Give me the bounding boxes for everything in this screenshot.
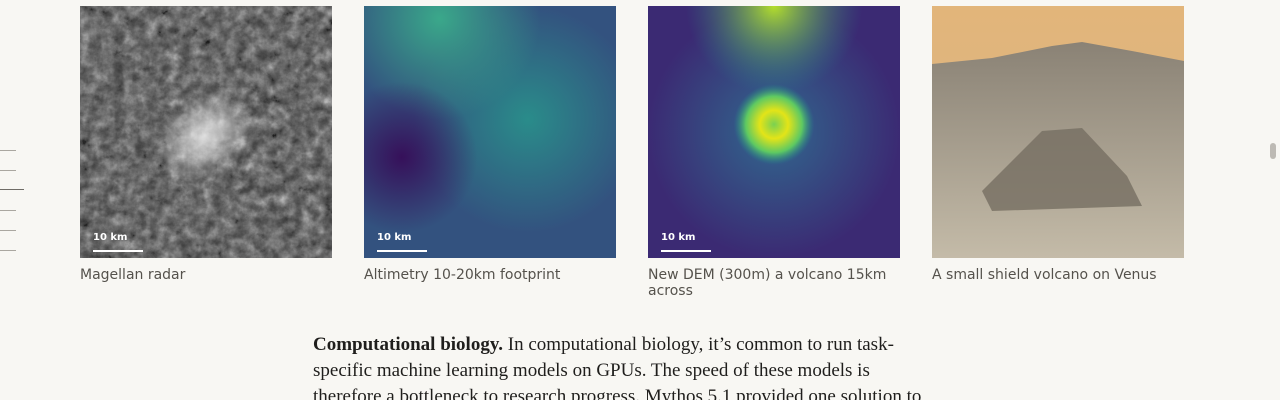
paragraph-text: In computational biology, it’s common to… [313,334,922,400]
nav-tick-active[interactable] [0,189,24,190]
caption: New DEM (300m) a volcano 15km across [648,267,887,299]
caption: Altimetry 10-20km footprint [364,267,561,283]
nav-tick[interactable] [0,150,16,151]
nav-tick[interactable] [0,210,16,211]
dem-image [648,6,900,258]
figure: 10 km New DEM (300m) a volcano 15km acro… [648,6,900,299]
paragraph-lead: Computational biology. [313,334,504,355]
nav-tick[interactable] [0,250,16,251]
caption: Magellan radar [80,267,186,283]
scale-label: 10 km [93,232,128,243]
scale-bar [93,250,143,252]
figure: 10 km Magellan radar [80,6,332,283]
scrollbar-thumb[interactable] [1270,143,1276,159]
scale-label: 10 km [377,232,412,243]
nav-tick[interactable] [0,230,16,231]
scale-bar [661,250,711,252]
figure: A small shield volcano on Venus [932,6,1184,283]
relief-image [932,6,1184,258]
caption: A small shield volcano on Venus [932,267,1157,283]
scale-label: 10 km [661,232,696,243]
paragraph: Computational biology. In computational … [313,332,943,400]
figure: 10 km Altimetry 10-20km footprint [364,6,616,283]
radar-image [80,6,332,258]
nav-tick[interactable] [0,170,16,171]
altimetry-image [364,6,616,258]
scale-bar [377,250,427,252]
